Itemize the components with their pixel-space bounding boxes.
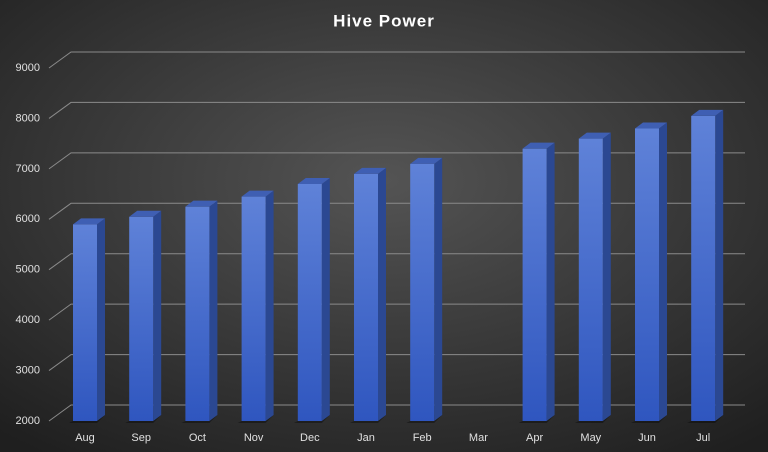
x-tick-label: Apr: [526, 432, 543, 444]
bar-top: [129, 210, 162, 217]
bar: [687, 109, 724, 423]
bar-front: [185, 206, 210, 421]
x-tick-label: Nov: [244, 432, 264, 444]
bar-front: [691, 115, 716, 422]
bar-front: [578, 138, 603, 421]
y-tick-label: 3000: [16, 364, 40, 376]
bar-side: [659, 122, 667, 421]
bar-front: [129, 216, 154, 421]
bar: [125, 210, 162, 423]
grid-line: [48, 152, 745, 170]
grid-line: [48, 101, 745, 119]
bar-front: [297, 183, 322, 421]
bar-side: [97, 218, 105, 421]
x-tick-label: Sep: [131, 432, 151, 444]
bar: [406, 157, 443, 423]
bar-top: [354, 167, 386, 174]
bar-top: [297, 177, 330, 184]
bar: [181, 200, 218, 423]
bar-top: [522, 142, 555, 149]
bar-side: [153, 210, 162, 421]
bar-side: [209, 200, 218, 421]
bar: [293, 177, 330, 423]
x-tick-label: May: [580, 432, 601, 444]
bar-side: [265, 190, 274, 421]
x-tick-label: Oct: [189, 432, 206, 444]
y-tick-label: 5000: [16, 264, 40, 276]
grid-line: [48, 354, 745, 371]
y-tick-label: 9000: [16, 62, 40, 74]
bar: [631, 122, 667, 423]
bar-front: [410, 163, 435, 422]
bar: [518, 142, 555, 423]
bar-front: [522, 148, 547, 421]
x-tick-label: Feb: [413, 432, 432, 444]
x-tick-label: Jun: [638, 432, 656, 444]
x-tick-label: Dec: [300, 432, 320, 444]
x-tick-label: Mar: [469, 432, 488, 444]
bar-front: [354, 173, 378, 421]
grid-line: [48, 303, 745, 321]
bar: [350, 167, 386, 423]
y-tick-label: 2000: [16, 415, 40, 427]
y-tick-label: 4000: [16, 314, 40, 326]
bar-top: [410, 157, 443, 164]
bar-side: [434, 157, 443, 422]
bar: [574, 132, 611, 423]
bar-top: [73, 218, 105, 225]
x-tick-label: Jul: [696, 432, 710, 444]
bar-top: [578, 132, 611, 139]
bar-front: [635, 128, 659, 421]
bar-top: [691, 109, 724, 116]
bar-side: [602, 132, 611, 421]
x-tick-label: Aug: [75, 432, 95, 444]
y-tick-label: 8000: [16, 112, 40, 124]
bar-top: [185, 200, 218, 207]
bar-top: [635, 122, 667, 129]
chart-title: Hive Power: [333, 11, 435, 30]
grid-line: [48, 202, 745, 220]
bar-side: [715, 109, 724, 422]
bar: [69, 218, 105, 423]
bar-side: [321, 177, 330, 421]
grid-line: [48, 253, 745, 271]
bar-front: [241, 196, 266, 421]
bar: [237, 190, 274, 423]
bar-front: [73, 224, 97, 421]
grid-line: [48, 51, 745, 69]
bar-top: [241, 190, 274, 197]
grid-line: [48, 404, 745, 422]
bar-side: [378, 167, 386, 421]
y-tick-label: 7000: [16, 163, 40, 175]
bar-side: [546, 142, 555, 421]
y-tick-label: 6000: [16, 213, 40, 225]
x-tick-label: Jan: [357, 432, 375, 444]
